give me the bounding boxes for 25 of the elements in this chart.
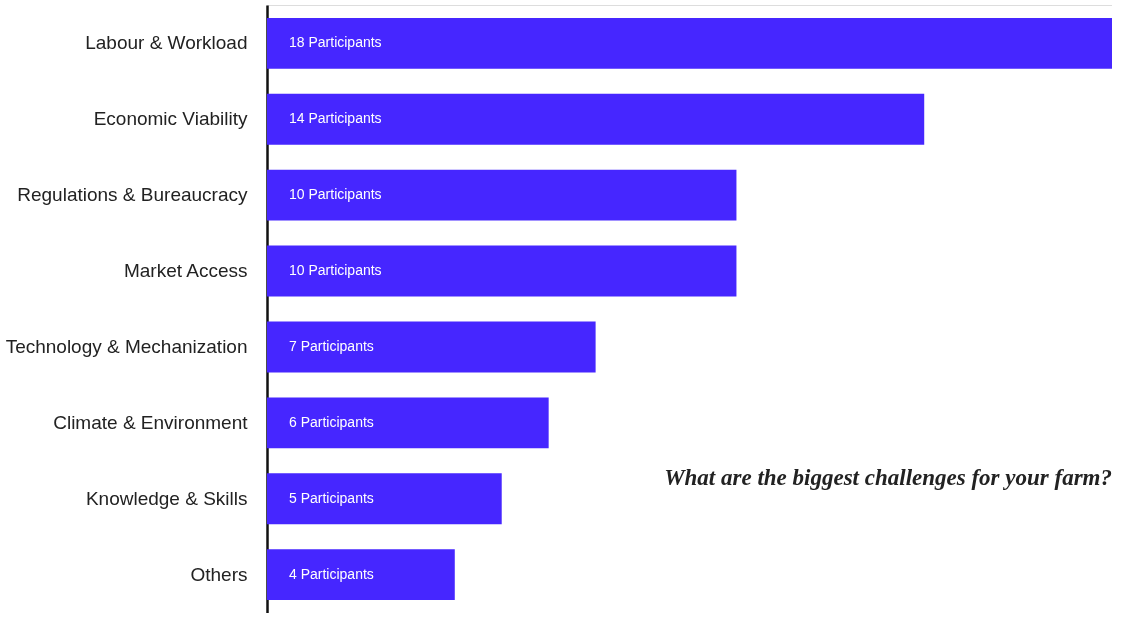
y-tick-label: Knowledge & Skills (85, 487, 248, 509)
data-label: 18 Participants (289, 34, 382, 51)
y-tick-label: Regulations & Bureaucracy (17, 184, 248, 206)
data-label: 7 Participants (289, 337, 374, 354)
text: What are the biggest challenges for your farm? (664, 465, 1112, 490)
y-tick-label: Others (190, 563, 248, 585)
bar (267, 397, 549, 449)
bar (267, 321, 596, 373)
y-tick-label: Labour & Workload (85, 32, 248, 54)
y-tick-label: Market Access (123, 260, 248, 282)
data-label: 14 Participants (289, 110, 382, 127)
bar (267, 169, 737, 221)
y-tick-label: Technology & Mechanization (5, 335, 248, 357)
bar (267, 17, 1112, 69)
bar (267, 245, 737, 297)
bar (267, 549, 455, 601)
y-tick-label: Climate & Environment (53, 411, 249, 433)
data-label: 10 Participants (289, 186, 382, 203)
data-label: 4 Participants (289, 565, 374, 582)
data-label: 10 Participants (289, 262, 382, 279)
bar (267, 473, 502, 525)
bar (267, 93, 925, 145)
y-tick-label: Economic Viability (93, 108, 248, 130)
data-label: 6 Participants (289, 413, 374, 430)
data-label: 5 Participants (289, 489, 374, 506)
